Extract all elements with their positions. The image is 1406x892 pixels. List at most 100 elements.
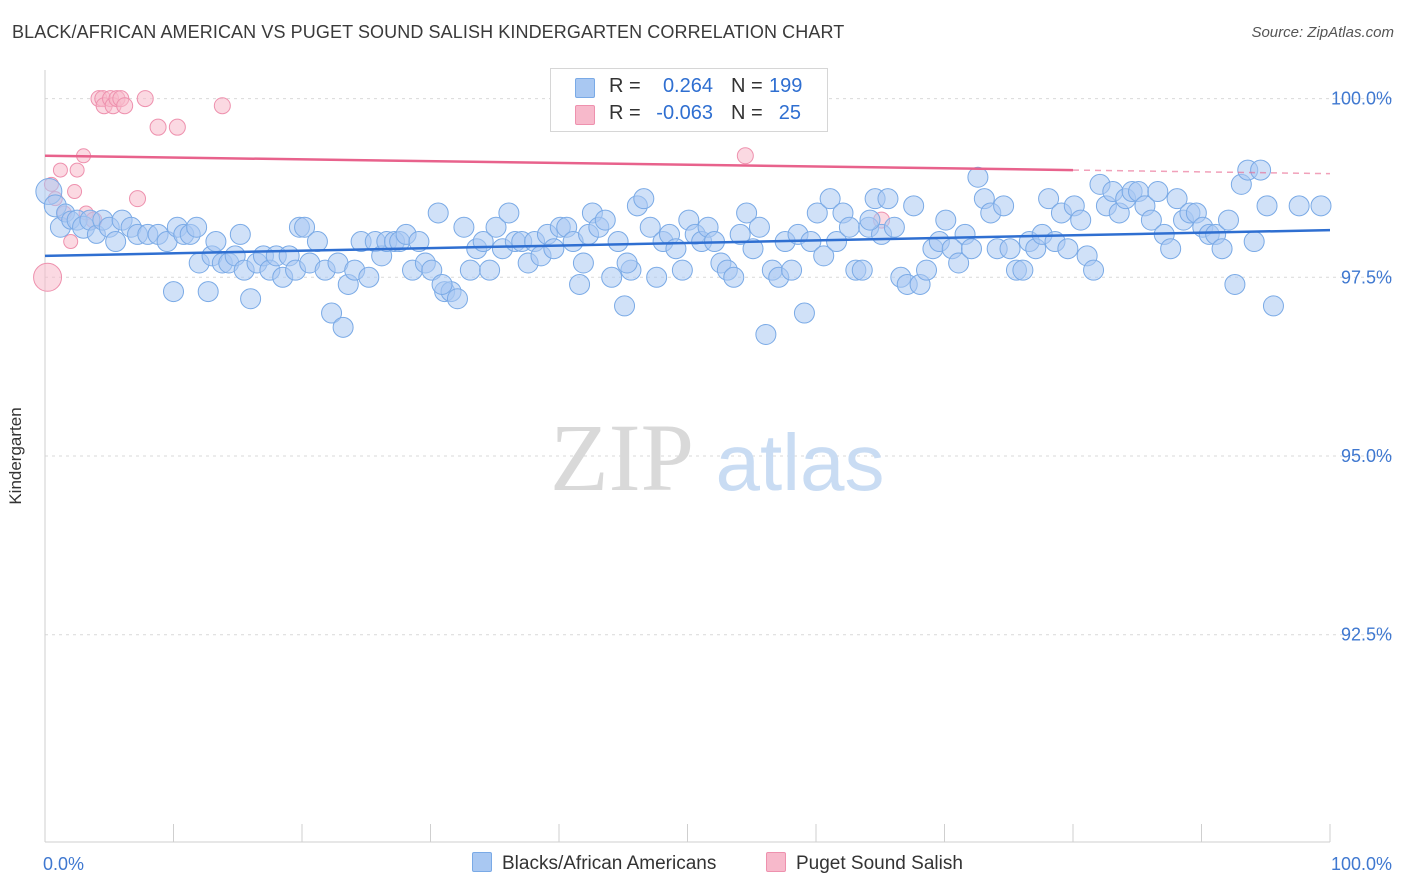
blacks-point xyxy=(639,216,661,238)
blacks-point xyxy=(948,252,970,274)
trend-line-blacks xyxy=(44,228,1331,258)
watermark-zip: ZIP xyxy=(550,404,694,511)
blacks-point xyxy=(999,238,1021,260)
blacks-point xyxy=(485,216,507,238)
blacks-point xyxy=(877,188,899,210)
salish-point xyxy=(63,234,79,250)
blacks-point xyxy=(498,202,520,224)
legend-n-label: N = xyxy=(731,75,763,97)
blacks-point xyxy=(572,252,594,274)
blacks-point xyxy=(742,238,764,260)
blacks-point xyxy=(883,216,905,238)
blacks-point xyxy=(240,288,262,310)
y-tick-label: 92.5% xyxy=(1341,625,1392,645)
blacks-point xyxy=(229,223,251,245)
blacks-point xyxy=(819,188,841,210)
salish-point xyxy=(213,97,231,115)
gridlines xyxy=(45,98,1392,636)
legend-n-label: N = xyxy=(731,102,763,124)
bottom-legend-label-blacks: Blacks/African Americans xyxy=(502,853,717,874)
blacks-point xyxy=(1166,188,1188,210)
blacks-point xyxy=(294,216,316,238)
blacks-point xyxy=(1057,238,1079,260)
blacks-point xyxy=(569,273,591,295)
blacks-point xyxy=(736,202,758,224)
x-tick-label-min: 0.0% xyxy=(43,854,84,874)
y-axis-label: Kindergarten xyxy=(6,407,25,505)
watermark: ZIP atlas xyxy=(550,404,884,511)
chart-title: BLACK/AFRICAN AMERICAN VS PUGET SOUND SA… xyxy=(12,22,845,42)
legend-n-value: 199 xyxy=(769,75,803,97)
salish-point xyxy=(52,162,68,178)
blacks-point xyxy=(205,231,227,253)
x-tick-label-max: 100.0% xyxy=(1331,854,1392,874)
blacks-point xyxy=(332,316,354,338)
blacks-point xyxy=(859,209,881,231)
blacks-point xyxy=(806,202,828,224)
blacks-point xyxy=(755,323,777,345)
bottom-legend-swatch-blue xyxy=(472,852,492,872)
blacks-point xyxy=(421,259,443,281)
blacks-point xyxy=(729,223,751,245)
legend-r-label: R = xyxy=(609,102,641,124)
bottom-legend-salish: Puget Sound Salish xyxy=(766,852,963,875)
blacks-point xyxy=(408,231,430,253)
blacks-point xyxy=(431,273,453,295)
watermark-atlas: atlas xyxy=(716,418,885,507)
tick-labels: 92.5% 95.0% 97.5% 100.0% 0.0% 100.0% xyxy=(43,89,1392,874)
blacks-point xyxy=(306,231,328,253)
salish-point xyxy=(33,262,63,292)
blacks-point xyxy=(1224,273,1246,295)
blacks-point xyxy=(967,166,989,188)
blacks-point xyxy=(1160,238,1182,260)
blacks-point xyxy=(633,188,655,210)
y-tick-label: 100.0% xyxy=(1331,89,1392,109)
blacks-point xyxy=(826,231,848,253)
series-blacks-african-americans xyxy=(35,159,1332,345)
blacks-point xyxy=(479,259,501,281)
blacks-point xyxy=(916,259,938,281)
blacks-point xyxy=(1256,195,1278,217)
blacks-point xyxy=(1012,259,1034,281)
blacks-point xyxy=(453,216,475,238)
blacks-point xyxy=(993,195,1015,217)
stats-legend: R = 0.264 N = 199 R = -0.063 N = 25 xyxy=(550,68,828,132)
blacks-point xyxy=(1243,231,1265,253)
trend-line-salish-extension xyxy=(1072,169,1331,175)
axes xyxy=(44,70,1331,843)
blacks-point xyxy=(459,259,481,281)
y-tick-label: 97.5% xyxy=(1341,267,1392,287)
blacks-point xyxy=(197,281,219,303)
salish-point xyxy=(736,147,754,165)
y-tick-label: 95.0% xyxy=(1341,446,1392,466)
blacks-point xyxy=(1211,238,1233,260)
blacks-point xyxy=(601,266,623,288)
blacks-point xyxy=(793,302,815,324)
blacks-point xyxy=(851,259,873,281)
blacks-point xyxy=(446,288,468,310)
salish-point xyxy=(149,118,167,136)
blacks-point xyxy=(671,259,693,281)
blacks-point xyxy=(163,281,184,303)
blacks-point xyxy=(1147,181,1169,203)
blacks-point xyxy=(723,266,745,288)
blacks-point xyxy=(543,238,565,260)
salish-point xyxy=(116,97,134,115)
legend-r-value: -0.063 xyxy=(656,102,713,124)
trend-line-salish xyxy=(44,154,1074,172)
bottom-legend-label-salish: Puget Sound Salish xyxy=(796,853,963,874)
legend-r-value: 0.264 xyxy=(662,75,713,97)
blacks-point xyxy=(838,216,860,238)
bottom-legend-swatch-pink xyxy=(766,852,786,872)
blacks-point xyxy=(903,195,925,217)
blacks-point xyxy=(813,245,835,267)
blacks-point xyxy=(321,302,343,324)
trend-lines xyxy=(44,154,1331,258)
blacks-point xyxy=(1083,259,1105,281)
blacks-point xyxy=(748,216,770,238)
salish-point xyxy=(168,118,186,136)
legend-swatch-blue xyxy=(575,78,595,98)
legend-n-value: 25 xyxy=(778,102,801,124)
legend-swatch-pink xyxy=(575,105,595,125)
blacks-point xyxy=(665,238,687,260)
